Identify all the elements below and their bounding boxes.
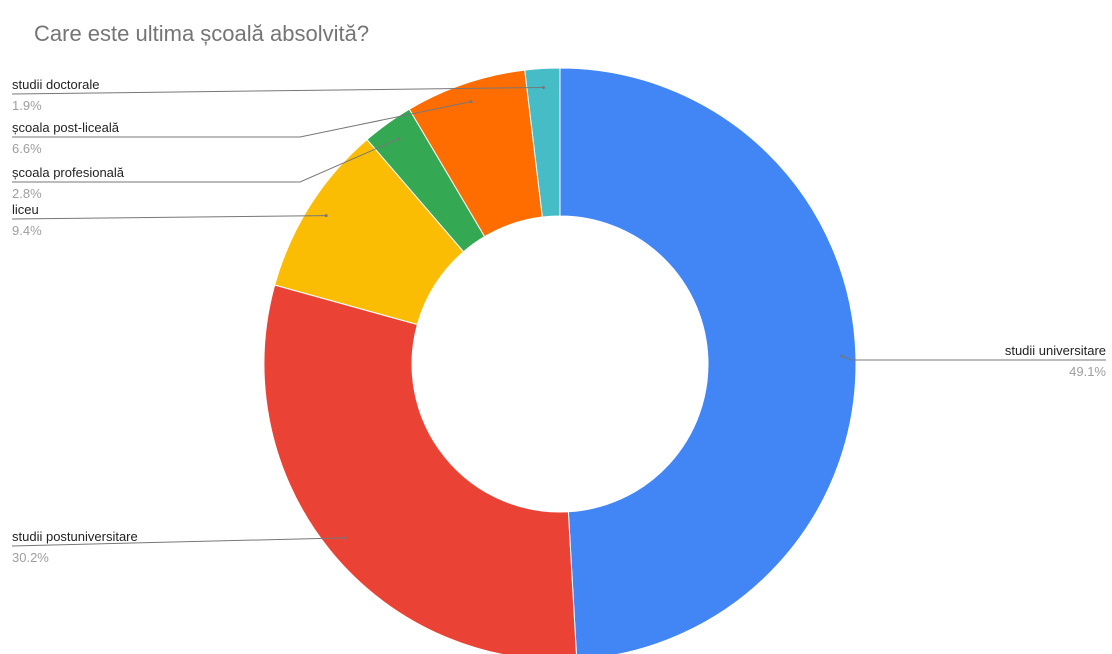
slice-label-liceu: liceu [12, 202, 39, 217]
chart-title: Care este ultima școală absolvită? [34, 21, 369, 46]
slice-value-studii-doctorale: 1.9% [12, 98, 42, 113]
slice-value-liceu: 9.4% [12, 223, 42, 238]
slice-studii-postuniversitare[interactable] [263, 284, 577, 654]
leader-dot-studii-postuniversitare [342, 536, 346, 540]
leader-dot-scoala-profesionala [397, 137, 401, 141]
slice-label-studii-universitare: studii universitare [1005, 343, 1106, 358]
leader-line-studii-postuniversitare [11, 537, 345, 547]
slice-value-scoala-post-liceala: 6.6% [12, 141, 42, 156]
slice-value-studii-universitare: 49.1% [1069, 364, 1106, 379]
leader-line-scoala-post-liceala [12, 101, 472, 138]
slice-value-studii-postuniversitare: 30.2% [12, 550, 49, 565]
leader-dot-scoala-post-liceala [469, 100, 473, 104]
slice-studii-universitare[interactable] [559, 67, 857, 654]
leader-line-studii-universitare [841, 355, 1106, 361]
leader-dot-liceu [324, 214, 328, 218]
slice-label-scoala-profesionala: școala profesională [12, 165, 125, 180]
labels-layer: studii universitare 49.1% studii postunive… [12, 77, 1106, 565]
slice-studii-doctorale[interactable] [524, 67, 561, 218]
slice-label-studii-doctorale: studii doctorale [12, 77, 99, 92]
leader-line-liceu [11, 215, 327, 220]
slices-layer [263, 67, 857, 654]
slice-label-scoala-post-liceala: școala post-liceală [12, 120, 120, 135]
leader-lines-layer [11, 85, 1106, 547]
leader-dot-studii-doctorale [541, 85, 545, 89]
leader-line-scoala-profesionala [12, 138, 399, 183]
leader-dot-studii-universitare [840, 354, 844, 358]
leader-line-studii-doctorale [11, 86, 544, 95]
slice-label-studii-postuniversitare: studii postuniversitare [12, 529, 138, 544]
slice-value-scoala-profesionala: 2.8% [12, 186, 42, 201]
